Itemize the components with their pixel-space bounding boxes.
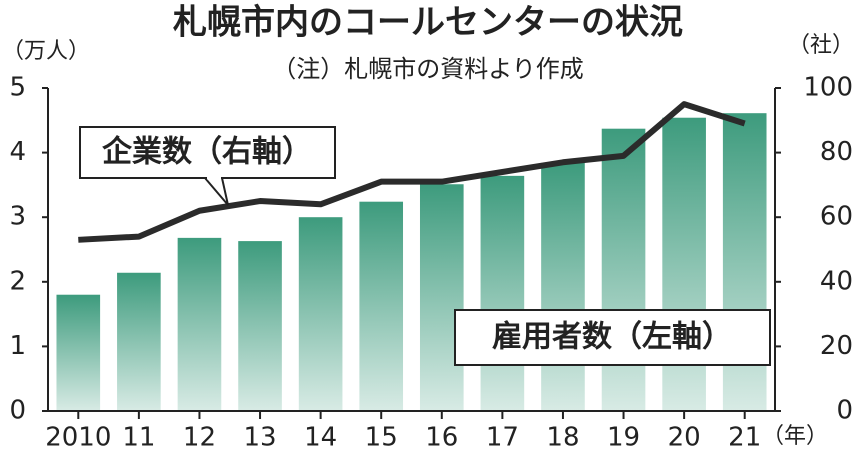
y2-tick-label: 40 <box>820 266 853 296</box>
y2-tick-label: 60 <box>820 202 853 232</box>
x-tick-label: 15 <box>365 423 398 453</box>
y-unit: （万人） <box>2 39 90 64</box>
y2-tick-label: 100 <box>803 73 853 103</box>
y-tick-label: 2 <box>9 266 26 296</box>
x-tick-label: 17 <box>486 423 519 453</box>
x-tick-label: 2010 <box>45 423 111 453</box>
bar <box>298 217 343 411</box>
legend-label: 雇用者数（左軸） <box>492 320 732 355</box>
y-tick-label: 0 <box>9 396 26 426</box>
bar <box>601 128 646 411</box>
x-tick-label: 13 <box>243 423 276 453</box>
bar <box>359 201 404 411</box>
x-tick-label: 16 <box>425 423 458 453</box>
x-tick-label: 14 <box>304 423 337 453</box>
legend-label: 企業数（右軸） <box>102 135 312 170</box>
legend-box <box>79 126 336 179</box>
y-tick-label: 4 <box>9 137 26 167</box>
bar <box>541 162 585 411</box>
x-tick-label: 12 <box>183 423 216 453</box>
y-tick-label: 5 <box>9 73 26 103</box>
bar <box>56 294 101 411</box>
y2-tick-label: 80 <box>820 137 853 167</box>
chart-title: 札幌市内のコールセンターの状況 <box>173 3 683 43</box>
x-tick-label: 11 <box>122 423 155 453</box>
bar <box>177 237 222 411</box>
line-series <box>78 101 746 243</box>
bar <box>480 175 525 411</box>
y2-tick-label: 20 <box>820 331 853 361</box>
bar <box>419 184 464 411</box>
bar <box>662 117 706 411</box>
x-tick-label: 18 <box>546 423 579 453</box>
bar <box>117 272 161 411</box>
x-tick-label: 20 <box>668 423 701 453</box>
x-tick-label: 19 <box>607 423 640 453</box>
callout-pointer <box>204 177 229 206</box>
chart-subtitle: （注）札幌市の資料より作成 <box>272 55 584 83</box>
legend-box <box>454 309 771 366</box>
bar <box>238 241 282 411</box>
y2-unit: （社） <box>788 33 854 58</box>
x-tick-label: 21 <box>728 423 761 453</box>
y-tick-label: 1 <box>9 331 26 361</box>
y2-tick-label: 0 <box>836 396 853 426</box>
bar <box>722 113 767 411</box>
y-tick-label: 3 <box>9 202 26 232</box>
x-unit: （年） <box>762 424 828 449</box>
